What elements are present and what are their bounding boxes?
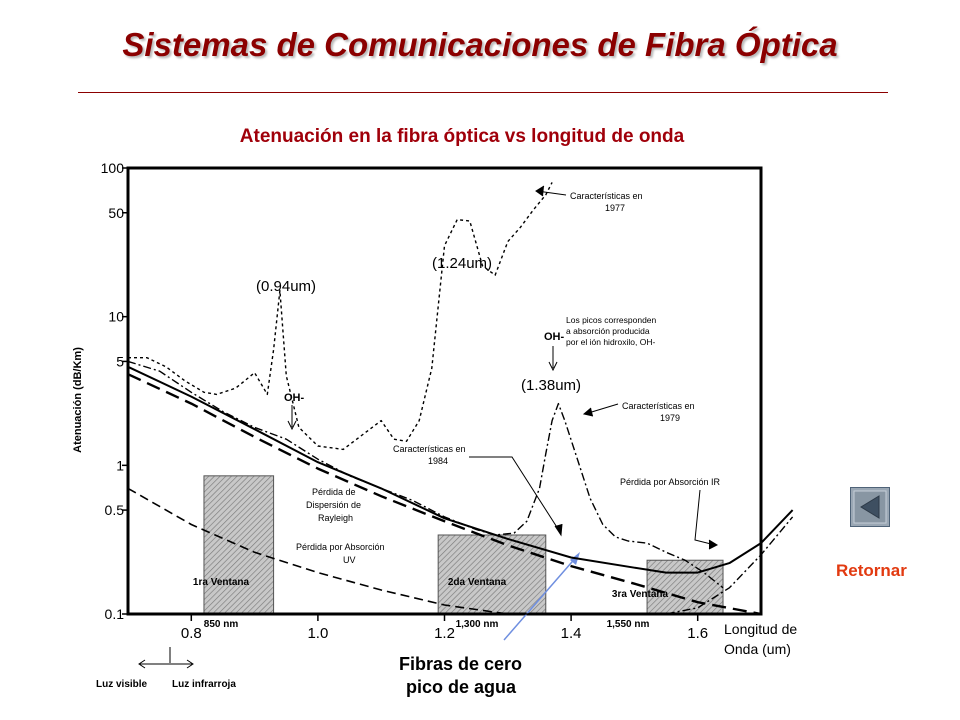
arrowhead-1977 [535, 185, 545, 197]
oh-arrowhead-1 [287, 420, 297, 431]
return-button[interactable] [850, 487, 890, 527]
series-line-1 [127, 360, 724, 589]
x-axis-title-line-1: Longitud de [724, 621, 797, 637]
note-1977-line-2: 1977 [605, 203, 625, 213]
x-tick-label-2: 1.2 [434, 625, 455, 642]
window-2-band [437, 534, 547, 615]
zero-water-peak-line-1: Fibras de cero [399, 654, 522, 674]
title-divider [78, 92, 888, 93]
rayleigh-line-1: Pérdida de [312, 487, 356, 497]
luz-visible-label: Luz visible [96, 679, 148, 690]
x-tick-label-4: 1.6 [687, 625, 708, 642]
oh-note-line-2: a absorción producida [566, 326, 650, 336]
zero-water-peak-line-2: pico de agua [406, 677, 517, 697]
ir-label: Pérdida por Absorción IR [620, 477, 721, 487]
window-3-label: 3ra Ventana [612, 589, 669, 600]
window-2-wavelength: 1,300 nm [456, 619, 499, 630]
y-tick-label-1: 50 [108, 205, 124, 221]
x-tick-label-3: 1.4 [561, 625, 582, 642]
rayleigh-line-3: Rayleigh [318, 513, 353, 523]
light-arrow-right-icon [186, 659, 194, 669]
y-tick-label-2: 10 [108, 309, 124, 325]
window-1-band [203, 475, 275, 615]
oh-note-line-3: por el ión hidroxilo, OH- [566, 337, 655, 347]
oh-arrowhead-2 [548, 361, 558, 372]
uv-line-2: UV [343, 555, 356, 565]
y-tick-label-6: 0.1 [105, 606, 125, 622]
uv-line-1: Pérdida por Absorción [296, 542, 385, 552]
peak-label-124: (1.24um) [432, 255, 492, 272]
note-1979-line-1: Características en [622, 401, 695, 411]
y-tick-label-5: 0.5 [105, 502, 125, 518]
return-link[interactable]: Retornar [836, 561, 907, 580]
peak-label-138: (1.38um) [521, 377, 581, 394]
series-line-5 [602, 516, 794, 615]
series-line-4 [127, 487, 698, 615]
rayleigh-line-2: Dispersión de [306, 500, 361, 510]
y-tick-label-0: 100 [101, 160, 125, 176]
oh-label-2: OH- [544, 331, 565, 343]
light-arrow-left-icon [138, 659, 146, 669]
arrow-1984 [469, 456, 561, 533]
note-1979-line-2: 1979 [660, 413, 680, 423]
y-tick-label-3: 5 [116, 353, 124, 369]
luz-infrarroja-label: Luz infrarroja [172, 679, 236, 690]
note-1977-line-1: Características en [570, 191, 643, 201]
zero-water-peak-arrow [503, 554, 579, 641]
series-line-0 [128, 182, 553, 451]
oh-note-line-1: Los picos corresponden [566, 315, 657, 325]
peak-label-094: (0.94um) [256, 278, 316, 295]
x-tick-label-0: 0.8 [181, 625, 202, 642]
oh-label-1: OH- [284, 392, 305, 404]
arrow-ir [694, 489, 716, 546]
chart-subtitle: Atenuación en la fibra óptica vs longitu… [239, 126, 685, 147]
series-line-3 [127, 373, 762, 616]
y-tick-label-4: 1 [116, 457, 124, 473]
y-axis-label: Atenuación (dB/Km) [72, 347, 84, 453]
series-line-2 [127, 365, 794, 574]
window-1-label: 1ra Ventana [193, 577, 250, 588]
back-arrow-icon [860, 495, 880, 519]
slide-title: Sistemas de Comunicaciones de Fibra Ópti… [122, 26, 838, 63]
arrowhead-ir [708, 539, 719, 550]
note-1984-line-1: Características en [393, 444, 466, 454]
window-3-wavelength: 1,550 nm [607, 619, 650, 630]
window-2-label: 2da Ventana [448, 577, 507, 588]
arrowhead-1984 [554, 523, 563, 537]
note-1984-line-2: 1984 [428, 456, 448, 466]
arrowhead-1979 [582, 407, 594, 417]
x-tick-label-1: 1.0 [307, 625, 328, 642]
window-1-wavelength: 850 nm [204, 619, 239, 630]
x-axis-title-line-2: Onda (um) [724, 641, 791, 657]
